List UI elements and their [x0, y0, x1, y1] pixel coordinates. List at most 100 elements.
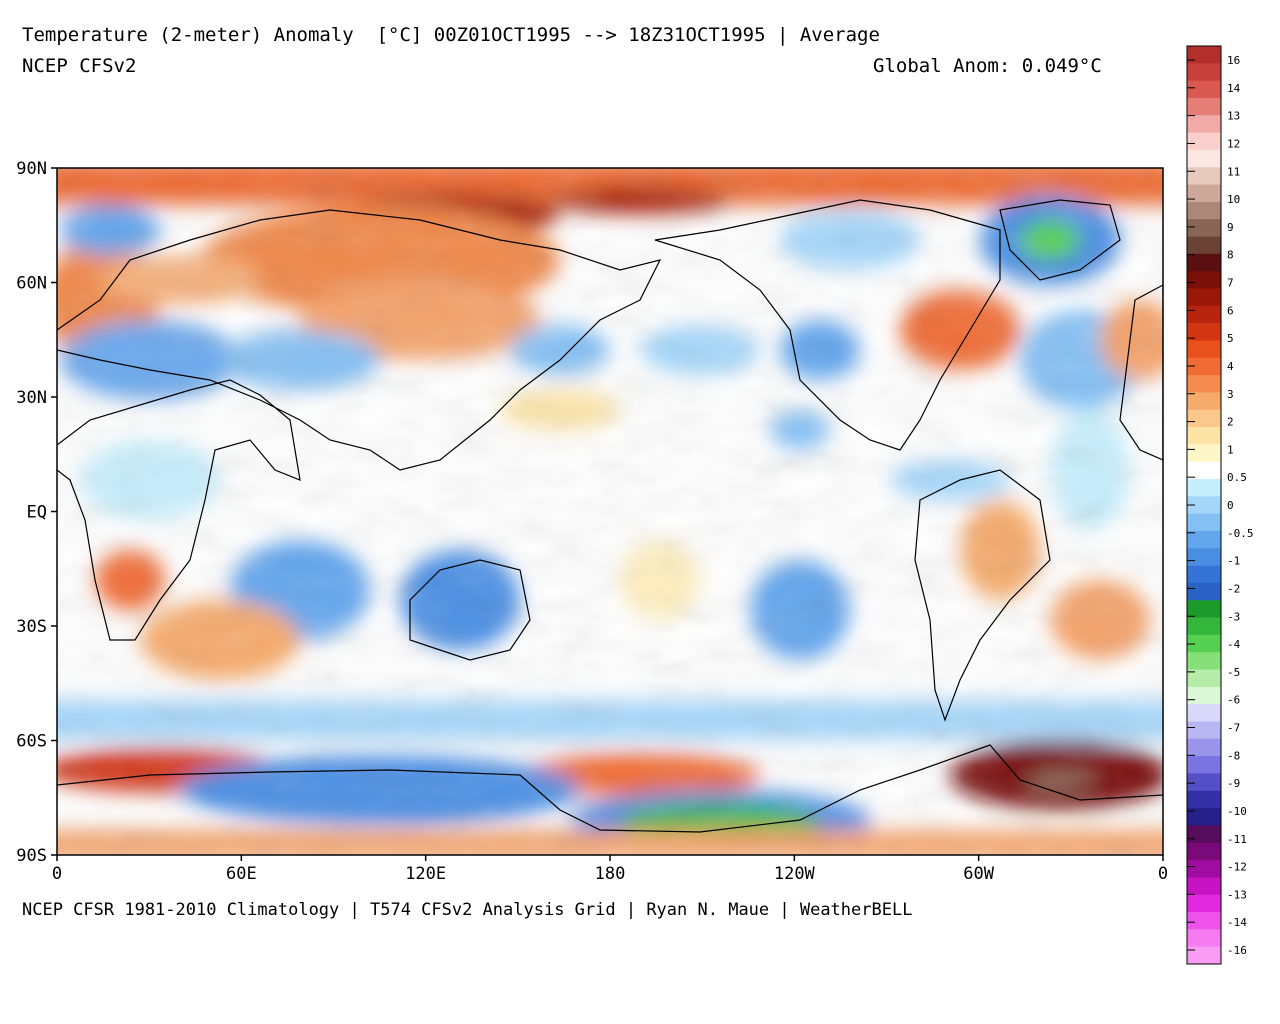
colorbar-swatch	[1187, 271, 1221, 289]
colorbar-label: -5	[1227, 666, 1240, 679]
colorbar-swatch	[1187, 634, 1221, 653]
colorbar-label: -12	[1227, 861, 1247, 874]
colorbar-label: 5	[1227, 332, 1234, 345]
colorbar-label: -4	[1227, 638, 1241, 651]
colorbar-label: 12	[1227, 137, 1240, 150]
colorbar-swatch	[1187, 496, 1221, 515]
colorbar-swatch	[1187, 427, 1221, 445]
colorbar-swatch	[1187, 790, 1221, 809]
lon-label: 120E	[405, 864, 446, 884]
colorbar-swatch	[1187, 721, 1221, 740]
lon-label: 60W	[963, 864, 994, 884]
colorbar-swatch	[1187, 115, 1221, 134]
colorbar-swatch	[1187, 652, 1221, 671]
colorbar: 16 14 13 12 11 10 9 8 7 6 5 4 3 2 1 0.5 0 -0.5 -1 -2 -3 -4 -5 -…	[1186, 45, 1254, 965]
lat-label: 60S	[16, 732, 47, 752]
latitude-axis: 90N 60N 30N EQ 30S 60S 90S	[16, 159, 57, 866]
colorbar-swatch	[1187, 530, 1221, 549]
colorbar-label: 6	[1227, 304, 1234, 317]
colorbar-swatch	[1187, 738, 1221, 757]
colorbar-swatch	[1187, 236, 1221, 255]
colorbar-swatch	[1187, 686, 1221, 705]
colorbar-label: 11	[1227, 165, 1240, 178]
colorbar-label: 3	[1227, 388, 1234, 401]
colorbar-swatch	[1187, 167, 1221, 186]
lon-label: 0	[1158, 864, 1168, 884]
colorbar-swatch	[1187, 444, 1221, 463]
colorbar-swatch	[1187, 669, 1221, 688]
colorbar-swatch	[1187, 877, 1221, 896]
lat-label: EQ	[27, 503, 47, 523]
colorbar-swatch	[1187, 600, 1221, 619]
colorbar-label: -6	[1227, 694, 1240, 707]
colorbar-label: 10	[1227, 193, 1240, 206]
map-title: Temperature (2-meter) Anomaly [°C] 00Z01…	[22, 24, 880, 46]
colorbar-swatch	[1187, 392, 1221, 411]
colorbar-swatch	[1187, 340, 1221, 359]
colorbar-label: 13	[1227, 110, 1240, 123]
colorbar-label: -11	[1227, 833, 1247, 846]
colorbar-label: -9	[1227, 777, 1240, 790]
colorbar-swatch	[1187, 80, 1221, 99]
colorbar-swatch	[1187, 617, 1221, 636]
colorbar-swatch	[1187, 201, 1221, 220]
colorbar-swatch	[1187, 305, 1221, 324]
colorbar-swatch	[1187, 894, 1221, 913]
colorbar-swatch	[1187, 97, 1221, 116]
colorbar-swatch	[1187, 842, 1221, 861]
colorbar-swatch	[1187, 253, 1221, 272]
colorbar-label: -0.5	[1227, 527, 1254, 540]
colorbar-swatch	[1187, 773, 1221, 792]
lon-label: 60E	[226, 864, 257, 884]
anomaly-field	[57, 168, 1163, 855]
colorbar-label: 14	[1227, 82, 1241, 95]
colorbar-swatch	[1187, 375, 1221, 393]
colorbar-label: -13	[1227, 888, 1247, 901]
colorbar-label: -14	[1227, 916, 1247, 929]
colorbar-label: -2	[1227, 582, 1240, 595]
colorbar-swatch	[1187, 461, 1221, 480]
colorbar-swatch	[1187, 825, 1221, 844]
colorbar-swatch	[1187, 357, 1221, 376]
colorbar-swatch	[1187, 548, 1221, 567]
coastlines	[57, 199, 1163, 833]
colorbar-swatch	[1187, 219, 1221, 238]
colorbar-swatch	[1187, 912, 1221, 930]
colorbar-swatch	[1187, 184, 1221, 203]
colorbar-label: -10	[1227, 805, 1247, 818]
colorbar-label: 16	[1227, 54, 1240, 67]
lat-label: 90S	[16, 846, 47, 866]
colorbar-swatch	[1187, 756, 1221, 774]
longitude-axis: 0 60E 120E 180 120W 60W 0	[52, 855, 1168, 884]
colorbar-swatch	[1187, 929, 1221, 948]
lon-label: 120W	[774, 864, 816, 884]
colorbar-swatch	[1187, 582, 1221, 601]
lat-label: 60N	[16, 274, 47, 294]
credits: NCEP CFSR 1981-2010 Climatology | T574 C…	[22, 900, 913, 920]
colorbar-label: -3	[1227, 610, 1240, 623]
model-label: NCEP CFSv2	[22, 55, 137, 77]
colorbar-swatch	[1187, 704, 1221, 723]
colorbar-swatch	[1187, 565, 1221, 584]
colorbar-label: 0.5	[1227, 471, 1247, 484]
colorbar-label: -1	[1227, 555, 1240, 568]
lon-label: 180	[595, 864, 626, 884]
colorbar-swatch	[1187, 808, 1221, 826]
colorbar-swatch	[1187, 132, 1221, 151]
colorbar-label: 2	[1227, 416, 1234, 429]
colorbar-label: 9	[1227, 221, 1234, 234]
lon-label: 0	[52, 864, 62, 884]
colorbar-swatch	[1187, 323, 1221, 341]
colorbar-swatch	[1187, 860, 1221, 878]
colorbar-swatch	[1187, 288, 1221, 307]
colorbar-label: 1	[1227, 443, 1234, 456]
colorbar-label: 7	[1227, 277, 1234, 290]
colorbar-swatch	[1187, 46, 1221, 64]
colorbar-swatch	[1187, 63, 1221, 82]
global-anomaly: Global Anom: 0.049°C	[873, 55, 1102, 77]
colorbar-swatch	[1187, 513, 1221, 532]
colorbar-label: 0	[1227, 499, 1234, 512]
colorbar-swatch	[1187, 149, 1221, 168]
colorbar-swatch	[1187, 946, 1221, 965]
